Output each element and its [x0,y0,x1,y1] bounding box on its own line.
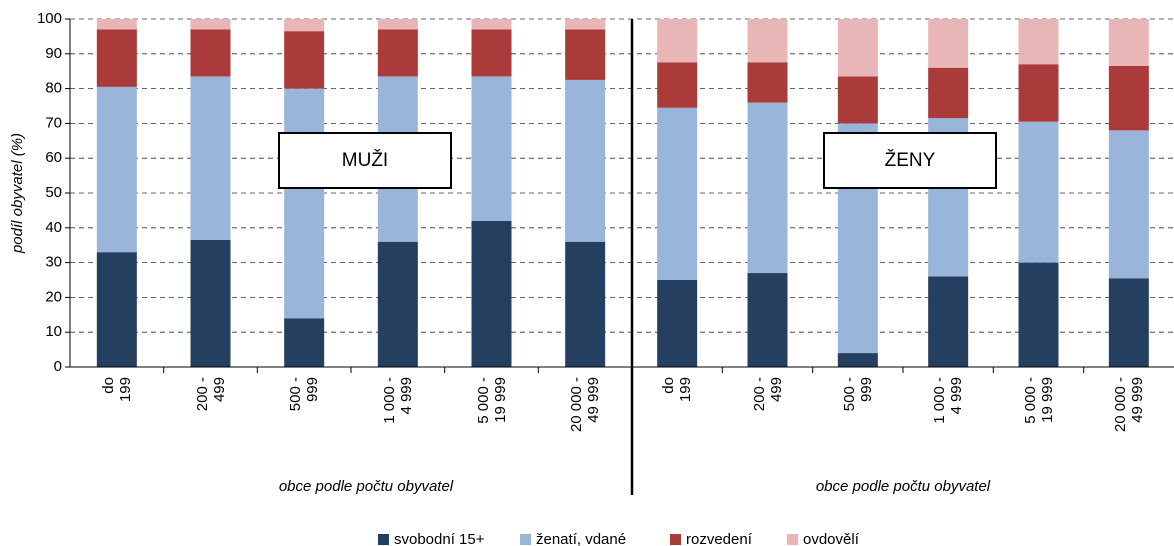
bar-segment [1018,19,1059,65]
x-axis-label: obce podle počtu obyvatel [816,478,991,495]
bar-segment [657,62,698,108]
legend-label: ženatí, vdané [536,531,626,546]
bar-segment [190,239,231,367]
bar-segment [837,19,878,77]
x-tick-label: 1 000 - 4 999 [380,377,415,424]
bar-segment [747,102,788,274]
bar-segment [96,19,137,30]
bar-segment [1108,278,1149,367]
bar-segment [190,29,231,77]
bar-segment [565,241,606,367]
bar-segment [565,29,606,80]
bar-segment [657,107,698,281]
bar-segment [284,318,325,367]
bar-segment [565,79,606,242]
x-tick-label: 5 000 - 19 999 [474,377,509,424]
bar-segment [96,29,137,87]
bar-segment [837,76,878,124]
annotation: ŽENY [885,149,936,171]
y-tick-label: 0 [54,358,62,375]
y-tick-label: 40 [45,219,62,236]
bar-segment [284,19,325,32]
bar-segment [96,252,137,367]
legend-swatch [670,534,681,545]
y-tick-label: 70 [45,114,62,131]
legend-label: rozvedení [686,531,753,546]
bar-segment [1018,121,1059,263]
bar-segment [1108,130,1149,279]
bar-segment [471,29,512,77]
bar-segment [377,19,418,30]
bar-segment [747,19,788,63]
x-tick-label: do 199 [660,377,695,403]
legend-swatch [520,534,531,545]
bar-segment [928,67,969,119]
x-tick-label: 5 000 - 19 999 [1021,377,1056,424]
y-tick-label: 80 [45,80,62,97]
y-tick-label: 100 [37,10,62,27]
bar-segment [96,86,137,253]
bar-segment [747,62,788,103]
legend-label: svobodní 15+ [394,531,485,546]
bar-segment [1018,262,1059,367]
bar-segment [471,19,512,30]
y-axis-label: podíl obyvatel (%) [9,133,26,254]
annotation-box [278,132,452,189]
bar-segment [657,280,698,367]
x-tick-label: 1 000 - 4 999 [931,377,966,424]
bar-segment [565,19,606,30]
bar-segment [1108,65,1149,131]
x-tick-label: 20 000 - 49 999 [568,377,603,433]
bar-segment [471,76,512,221]
x-tick-label: 20 000 - 49 999 [1111,377,1146,433]
legend-label: ovdovělí [803,531,860,546]
y-tick-label: 20 [45,288,62,305]
bar-segment [284,31,325,89]
x-tick-label: do 199 [99,377,134,403]
bar-segment [1108,19,1149,66]
bar-segment [471,220,512,367]
bar-segment [928,276,969,367]
bar-segment [190,19,231,30]
x-tick-label: 200 - 499 [193,377,228,412]
bar-segment [837,353,878,367]
bar-segment [377,241,418,367]
y-tick-label: 60 [45,149,62,166]
y-tick-label: 10 [45,323,62,340]
bar-segment [928,19,969,68]
annotation-box [823,132,997,189]
annotation: MUŽI [342,149,388,171]
bar-segment [377,29,418,77]
x-tick-label: 500 - 999 [287,377,322,412]
legend-swatch [787,534,798,545]
y-tick-label: 50 [45,184,62,201]
x-axis-label: obce podle počtu obyvatel [279,478,454,495]
bar-segment [747,273,788,367]
y-tick-label: 30 [45,254,62,271]
x-tick-label: 200 - 499 [750,377,785,412]
bar-segment [190,76,231,240]
x-tick-label: 500 - 999 [840,377,875,412]
legend-swatch [378,534,389,545]
y-tick-label: 90 [45,45,62,62]
bar-segment [657,19,698,63]
bar-segment [1018,64,1059,122]
bar-segment [284,88,325,319]
